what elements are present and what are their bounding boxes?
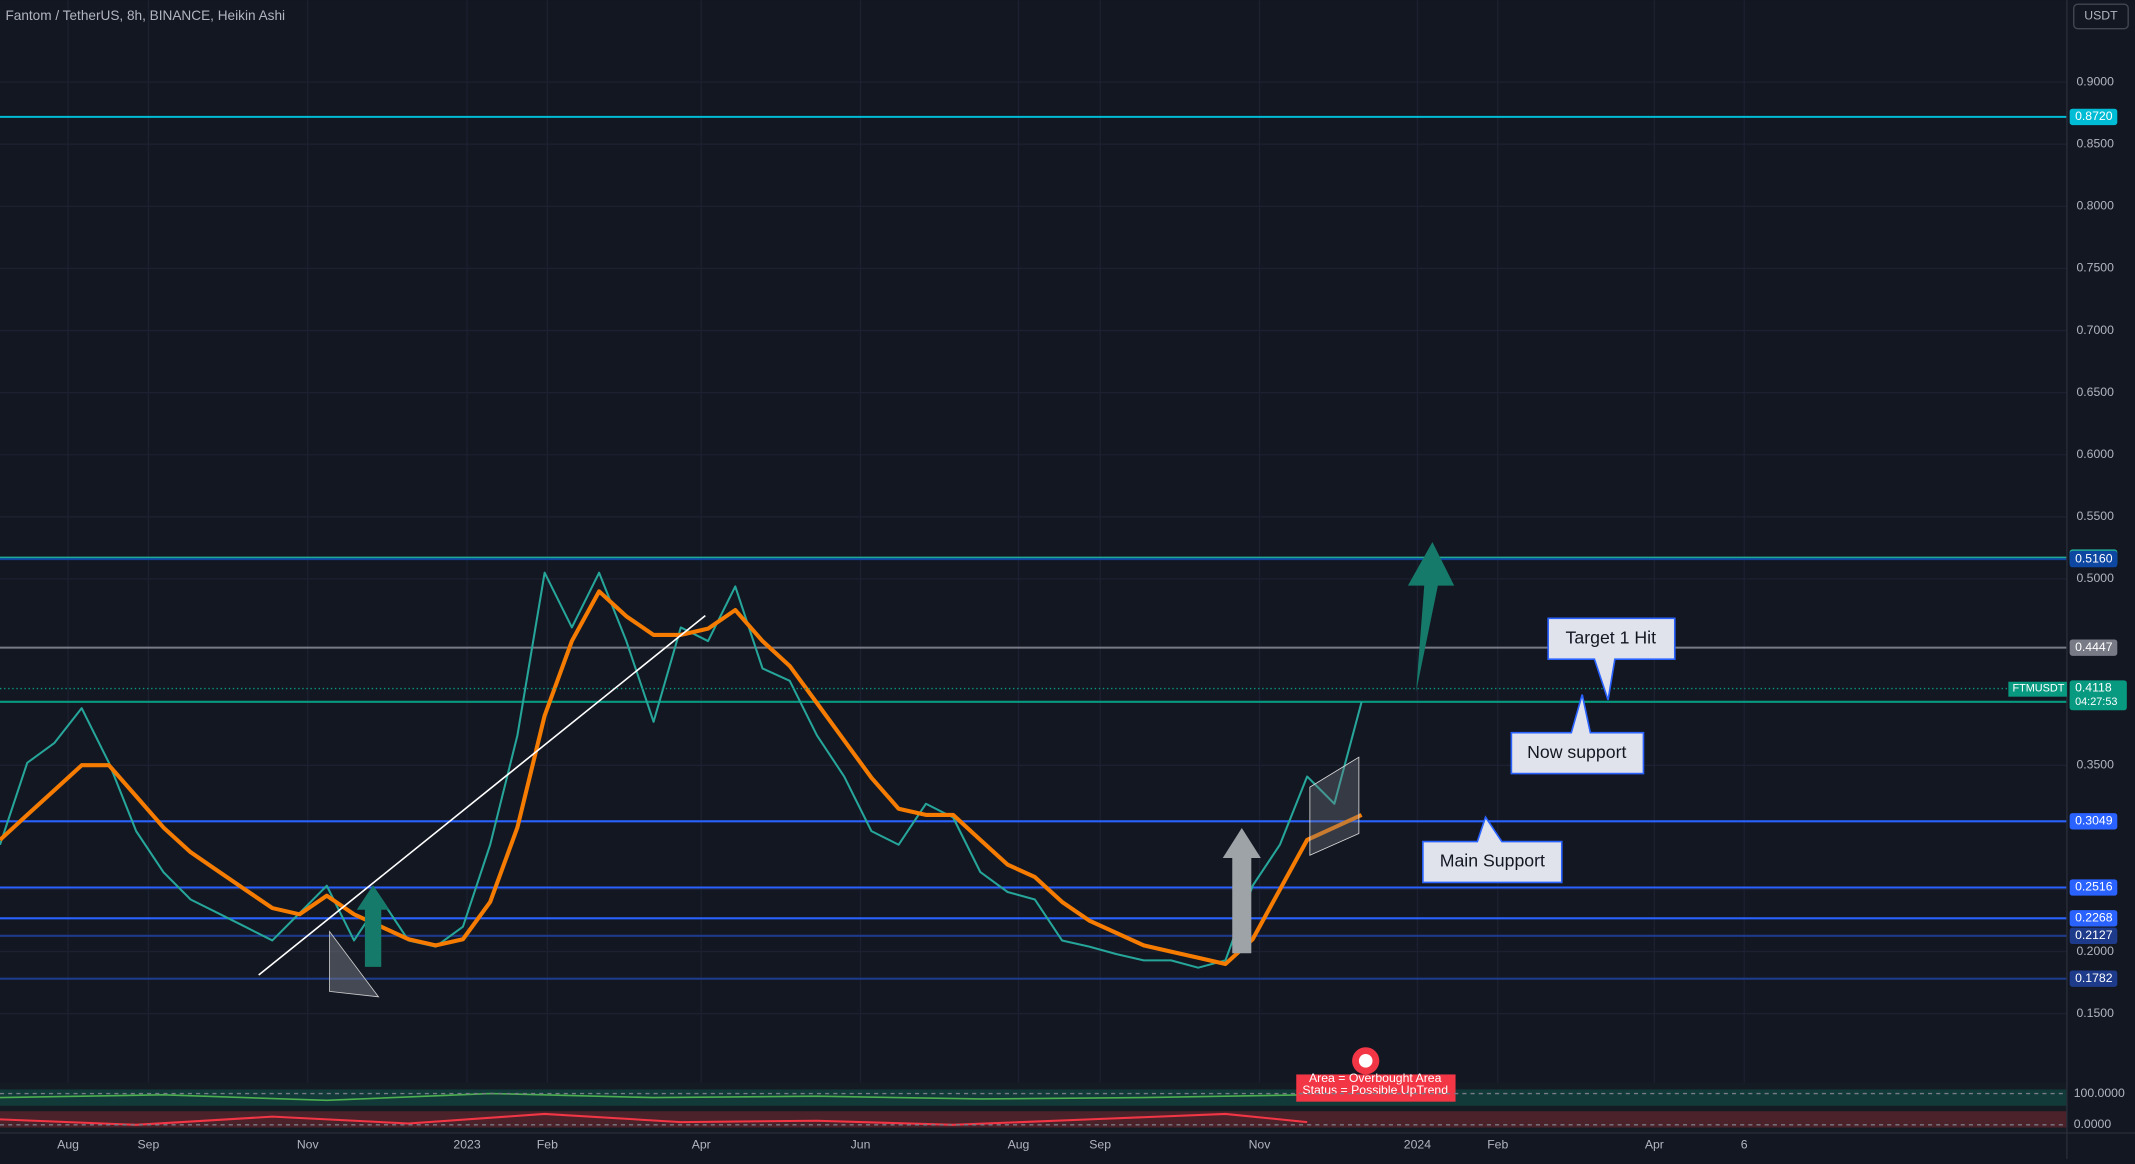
x-tick-label: Sep	[138, 1137, 160, 1151]
price-badge	[2069, 970, 2118, 987]
indicator-tick-label: 100.0000	[2074, 1086, 2125, 1100]
y-tick-label: 0.3500	[2076, 758, 2114, 772]
indicator-tick-label: 0.0000	[2074, 1117, 2112, 1131]
indicator-status	[1296, 1074, 1456, 1102]
callout	[1510, 694, 1645, 775]
x-tick-label: Apr	[692, 1137, 711, 1151]
y-tick-label: 0.9000	[2076, 74, 2114, 88]
currency-button[interactable]	[2073, 3, 2129, 30]
x-tick-label: Feb	[537, 1137, 558, 1151]
price-badge-label: 0.2127	[2075, 928, 2113, 942]
price-badge-label: 0.2516	[2075, 880, 2113, 894]
indicator-line	[0, 1112, 1308, 1126]
x-tick-label: Apr	[1645, 1137, 1664, 1151]
up-arrow	[1407, 542, 1455, 692]
x-tick-label: Feb	[1487, 1137, 1508, 1151]
price-series	[0, 571, 1363, 969]
x-tick-label: Sep	[1089, 1137, 1111, 1151]
symbol-badge	[2008, 681, 2067, 697]
price-badge	[2069, 639, 2118, 656]
x-tick-label: Aug	[57, 1137, 79, 1151]
symbol-label: FTMUSDT	[2012, 682, 2064, 694]
annotation: Target 1 Hit	[1566, 627, 1657, 647]
price-badge	[2069, 813, 2118, 830]
y-tick-label: 0.1500	[2076, 1006, 2114, 1020]
price-badge	[2069, 680, 2127, 711]
price-badge-label: 0.2268	[2075, 911, 2113, 925]
y-tick-label: 0.6000	[2076, 447, 2114, 461]
x-tick-label: 2023	[453, 1137, 480, 1151]
price-badge	[2069, 910, 2118, 927]
indicator-note: Area = Overbought Area	[1309, 1071, 1442, 1085]
x-tick-label: Jun	[851, 1137, 871, 1151]
up-arrow	[356, 885, 390, 967]
y-tick-label: 0.5500	[2076, 509, 2114, 523]
up-arrow	[1222, 827, 1261, 954]
y-tick-label: 0.7000	[2076, 323, 2114, 337]
indicator-line	[0, 1092, 1362, 1102]
price-badge-label: 0.4118	[2075, 681, 2112, 695]
price-badge-label: 0.4447	[2075, 640, 2113, 654]
trend-line	[258, 614, 706, 976]
x-tick-label: Nov	[1249, 1137, 1272, 1151]
price-badge-label: 0.8720	[2075, 109, 2113, 123]
indicator-icon	[1358, 1054, 1373, 1068]
annotation: Main Support	[1440, 851, 1545, 871]
chart-title: Fantom / TetherUS, 8h, BINANCE, Heikin A…	[5, 8, 285, 23]
flag-drawing	[1309, 756, 1360, 856]
x-tick-label: Nov	[297, 1137, 320, 1151]
annotation: Now support	[1527, 742, 1626, 762]
indicator-note: Status = Possible UpTrend	[1302, 1083, 1448, 1097]
price-badge-label: 0.5160	[2075, 551, 2113, 565]
price-badge	[2069, 927, 2118, 944]
callout	[1422, 815, 1563, 884]
price-badge	[2069, 879, 2118, 896]
y-tick-label: 0.7500	[2076, 261, 2114, 275]
y-tick-label: 0.2000	[2076, 944, 2114, 958]
indicator-axis: 100.0000 0.0000	[0, 1086, 2125, 1131]
y-tick-label: 0.5000	[2076, 571, 2114, 585]
triangle-drawing	[329, 930, 380, 998]
grid	[0, 0, 2067, 1133]
price-badge	[2069, 550, 2118, 568]
indicator-band	[0, 1089, 2067, 1106]
price-badge-label: 0.3049	[2075, 814, 2113, 828]
x-axis: Aug Sep Nov 2023 Feb Apr Jun Aug Sep Nov 2024 Feb Ap…	[57, 1137, 1748, 1151]
x-tick-label: Aug	[1008, 1137, 1030, 1151]
currency[interactable]: USDT	[2084, 9, 2118, 23]
price-badge-label: 0.1782	[2075, 971, 2113, 985]
y-tick-label: 0.8500	[2076, 136, 2114, 150]
countdown: 04:27:53	[2075, 696, 2117, 708]
x-tick-label: 2024	[1404, 1137, 1431, 1151]
callout	[1547, 617, 1676, 701]
y-tick-label: 0.6500	[2076, 385, 2114, 399]
annotations: Target 1 Hit Now support Main Support	[1422, 617, 1676, 884]
x-tick-label: 6	[1741, 1137, 1748, 1151]
y-tick-label: 0.8000	[2076, 199, 2114, 213]
price-badge	[2069, 108, 2118, 126]
